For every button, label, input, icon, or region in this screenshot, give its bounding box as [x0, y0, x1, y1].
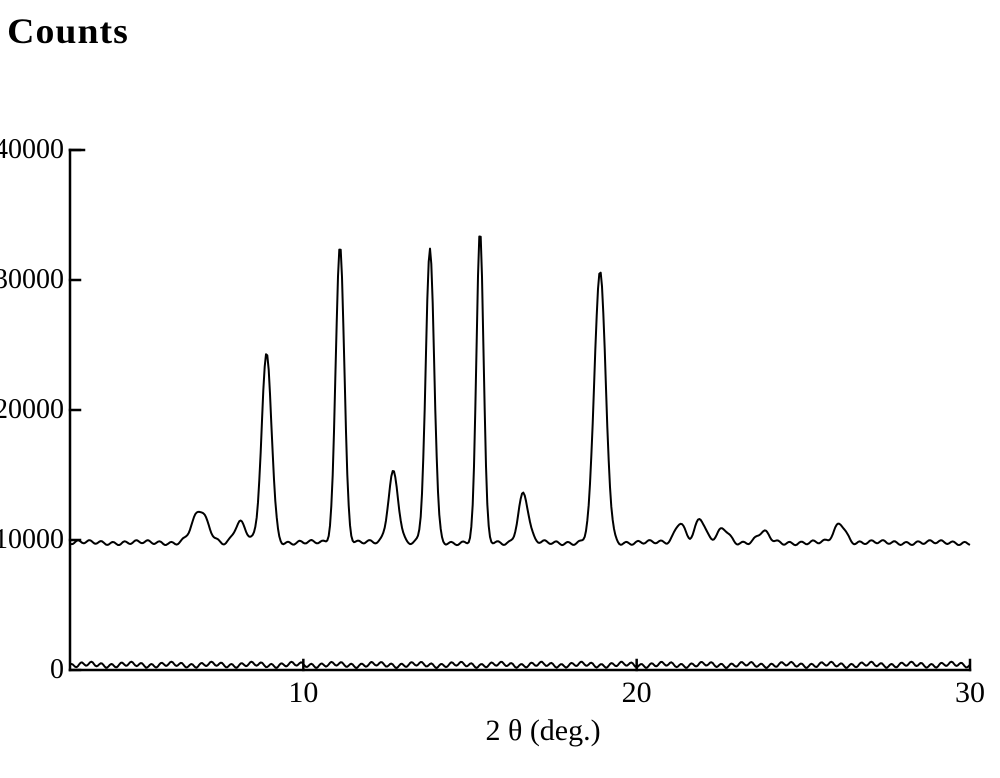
x-axis-title: 2 θ (deg.) [485, 714, 600, 748]
y-tick-label: 40000 [0, 134, 64, 166]
x-tick-label: 20 [622, 676, 652, 710]
y-tick-label: 30000 [0, 264, 64, 296]
page: Counts 0 10000 20000 30000 40000 10 20 3… [0, 0, 1000, 778]
plot-area: 0 10000 20000 30000 40000 10 20 30 2 θ (… [70, 150, 970, 670]
y-tick-label: 0 [50, 654, 64, 686]
x-tick-label: 30 [955, 676, 985, 710]
x-tick-label: 10 [288, 676, 318, 710]
data-svg [70, 150, 970, 670]
y-tick-label: 20000 [0, 394, 64, 426]
y-tick-label: 10000 [0, 524, 64, 556]
y-axis-title: Counts [7, 10, 129, 52]
